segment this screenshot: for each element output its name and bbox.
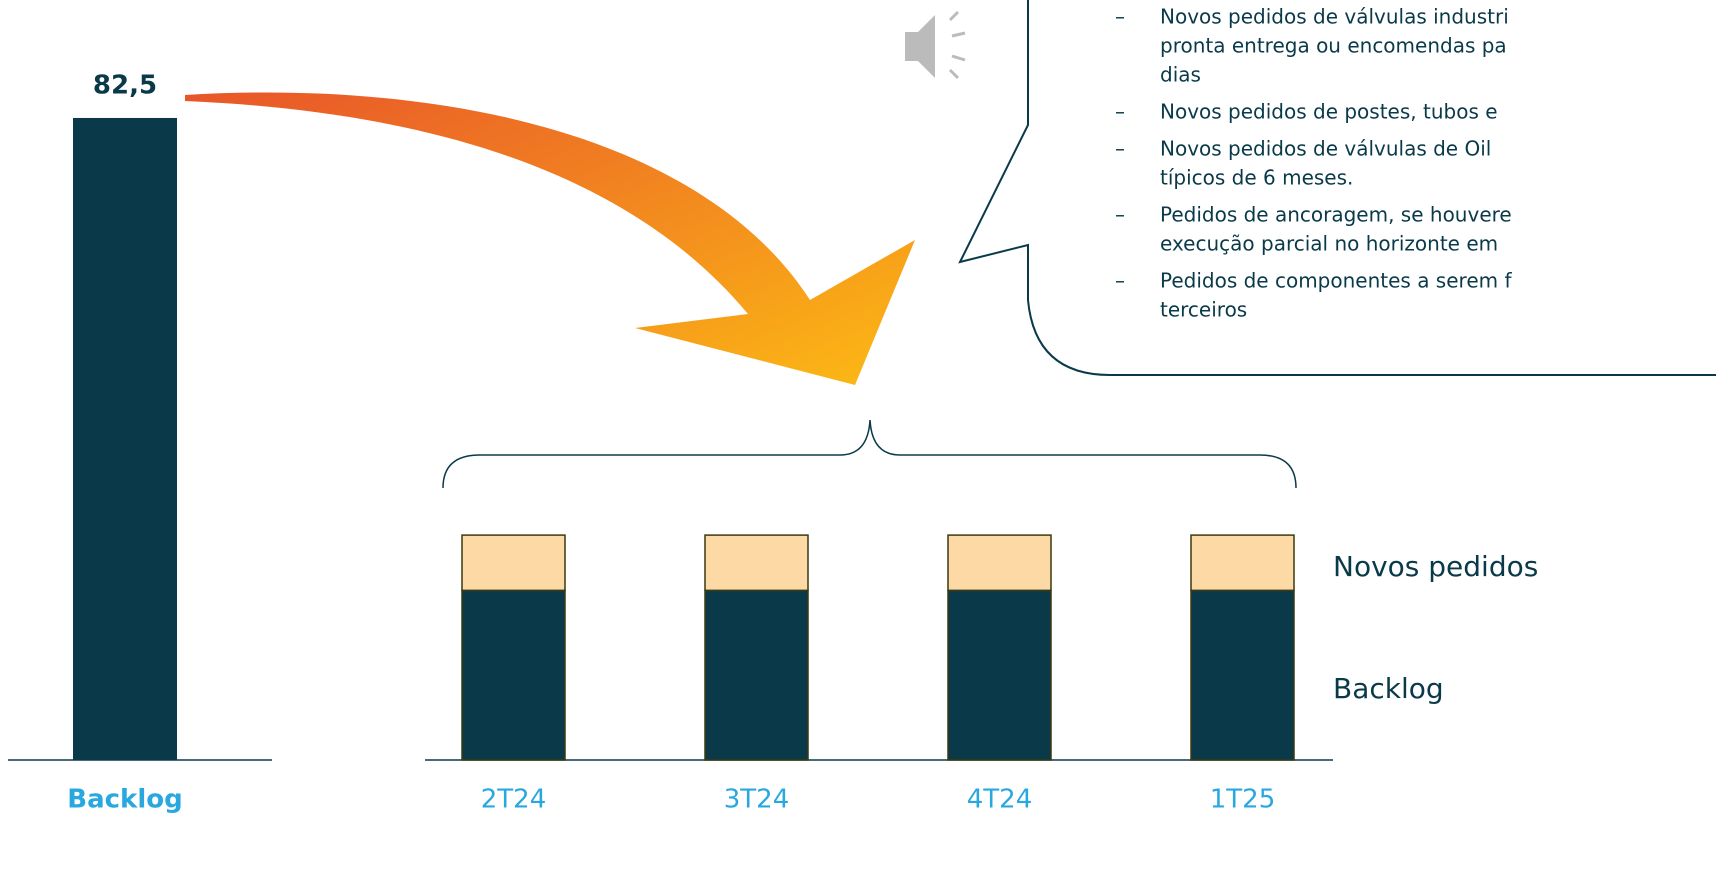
legend-label: Backlog — [1333, 672, 1444, 705]
x-tick-label: 4T24 — [967, 785, 1033, 815]
speaker-icon — [905, 10, 966, 80]
bullet-dash: – — [1115, 100, 1125, 124]
bullet-dash: – — [1115, 203, 1125, 227]
bar-segment — [704, 589, 809, 761]
x-tick-label: Backlog — [67, 785, 182, 815]
callout-text: dias — [1160, 63, 1201, 87]
bar-segment — [461, 534, 566, 592]
legend-label: Novos pedidos — [1333, 550, 1538, 583]
callout-text: Novos pedidos de válvulas industri — [1160, 5, 1509, 29]
arrow — [185, 92, 915, 385]
bar-segment — [1190, 534, 1295, 592]
bullet-dash: – — [1115, 269, 1125, 293]
callout-text: execução parcial no horizonte em — [1160, 232, 1498, 256]
callout-text: pronta entrega ou encomendas pa — [1160, 34, 1507, 58]
bar-segment — [704, 534, 809, 592]
brace — [442, 419, 1297, 489]
callout-text: Pedidos de componentes a serem f — [1160, 269, 1512, 293]
callout-text: terceiros — [1160, 298, 1247, 322]
bullet-dash: – — [1115, 5, 1125, 29]
bar-segment — [947, 534, 1052, 592]
bar-segment — [947, 589, 1052, 761]
callout-text: Novos pedidos de válvulas de Oil — [1160, 137, 1491, 161]
bar-segment — [461, 589, 566, 761]
bullet-dash: – — [1115, 137, 1125, 161]
callout-bubble — [958, 0, 1716, 376]
x-tick-label: 1T25 — [1210, 785, 1276, 815]
x-tick-label: 3T24 — [724, 785, 790, 815]
x-tick-label: 2T24 — [481, 785, 547, 815]
bar — [73, 117, 177, 760]
bar-segment — [1190, 589, 1295, 761]
callout-text: Novos pedidos de postes, tubos e — [1160, 100, 1498, 124]
callout-text: típicos de 6 meses. — [1160, 166, 1353, 190]
value-label: 82,5 — [93, 70, 157, 100]
callout-text: Pedidos de ancoragem, se houvere — [1160, 203, 1512, 227]
